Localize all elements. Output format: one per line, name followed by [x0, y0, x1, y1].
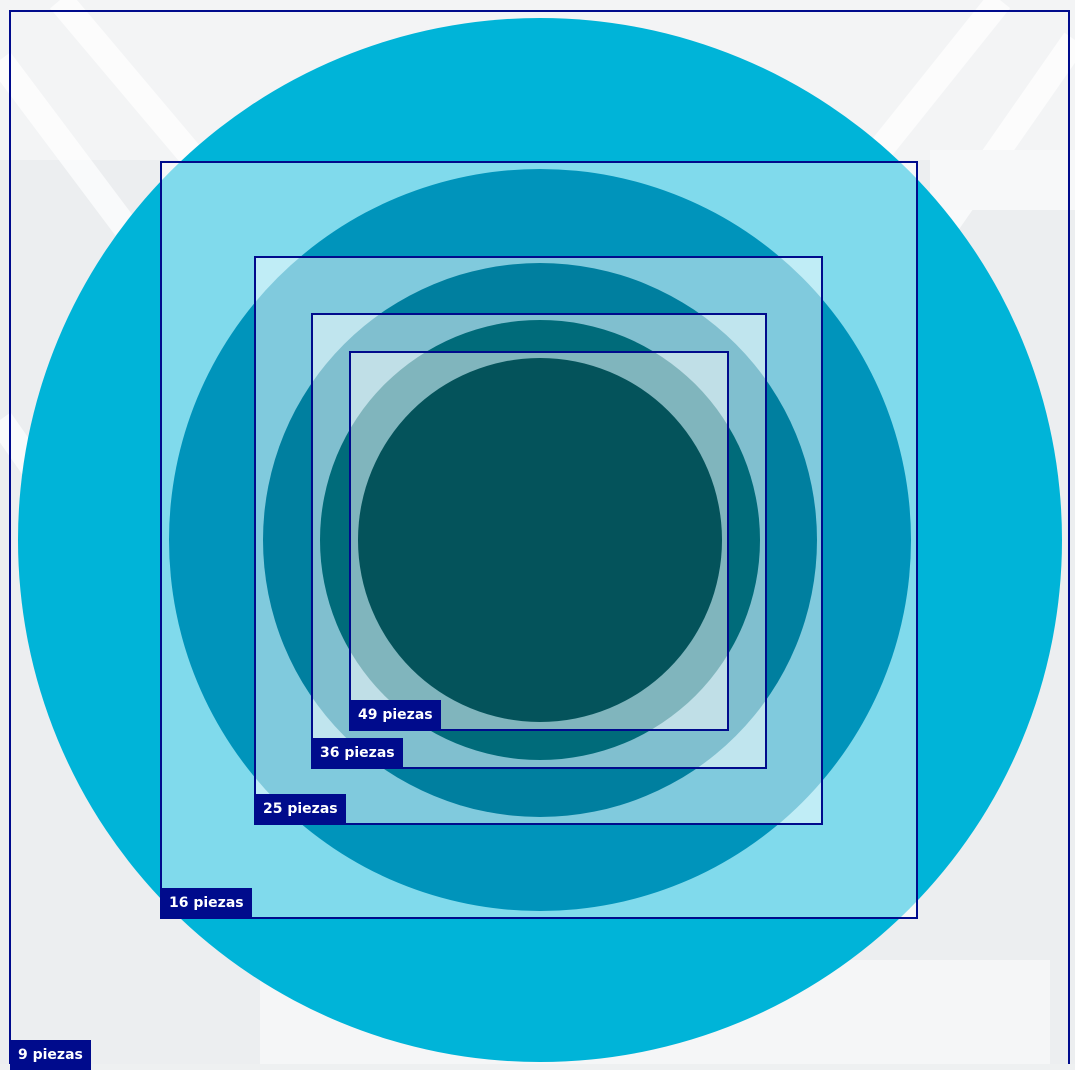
label-9-piezas: 9 piezas	[10, 1040, 91, 1070]
circle-49-piezas	[358, 358, 722, 722]
label-36-piezas: 36 piezas	[312, 738, 403, 768]
label-16-piezas: 16 piezas	[161, 888, 252, 918]
label-25-piezas: 25 piezas	[255, 794, 346, 824]
frame-9-piezas	[9, 10, 1070, 1064]
label-49-piezas: 49 piezas	[350, 700, 441, 730]
